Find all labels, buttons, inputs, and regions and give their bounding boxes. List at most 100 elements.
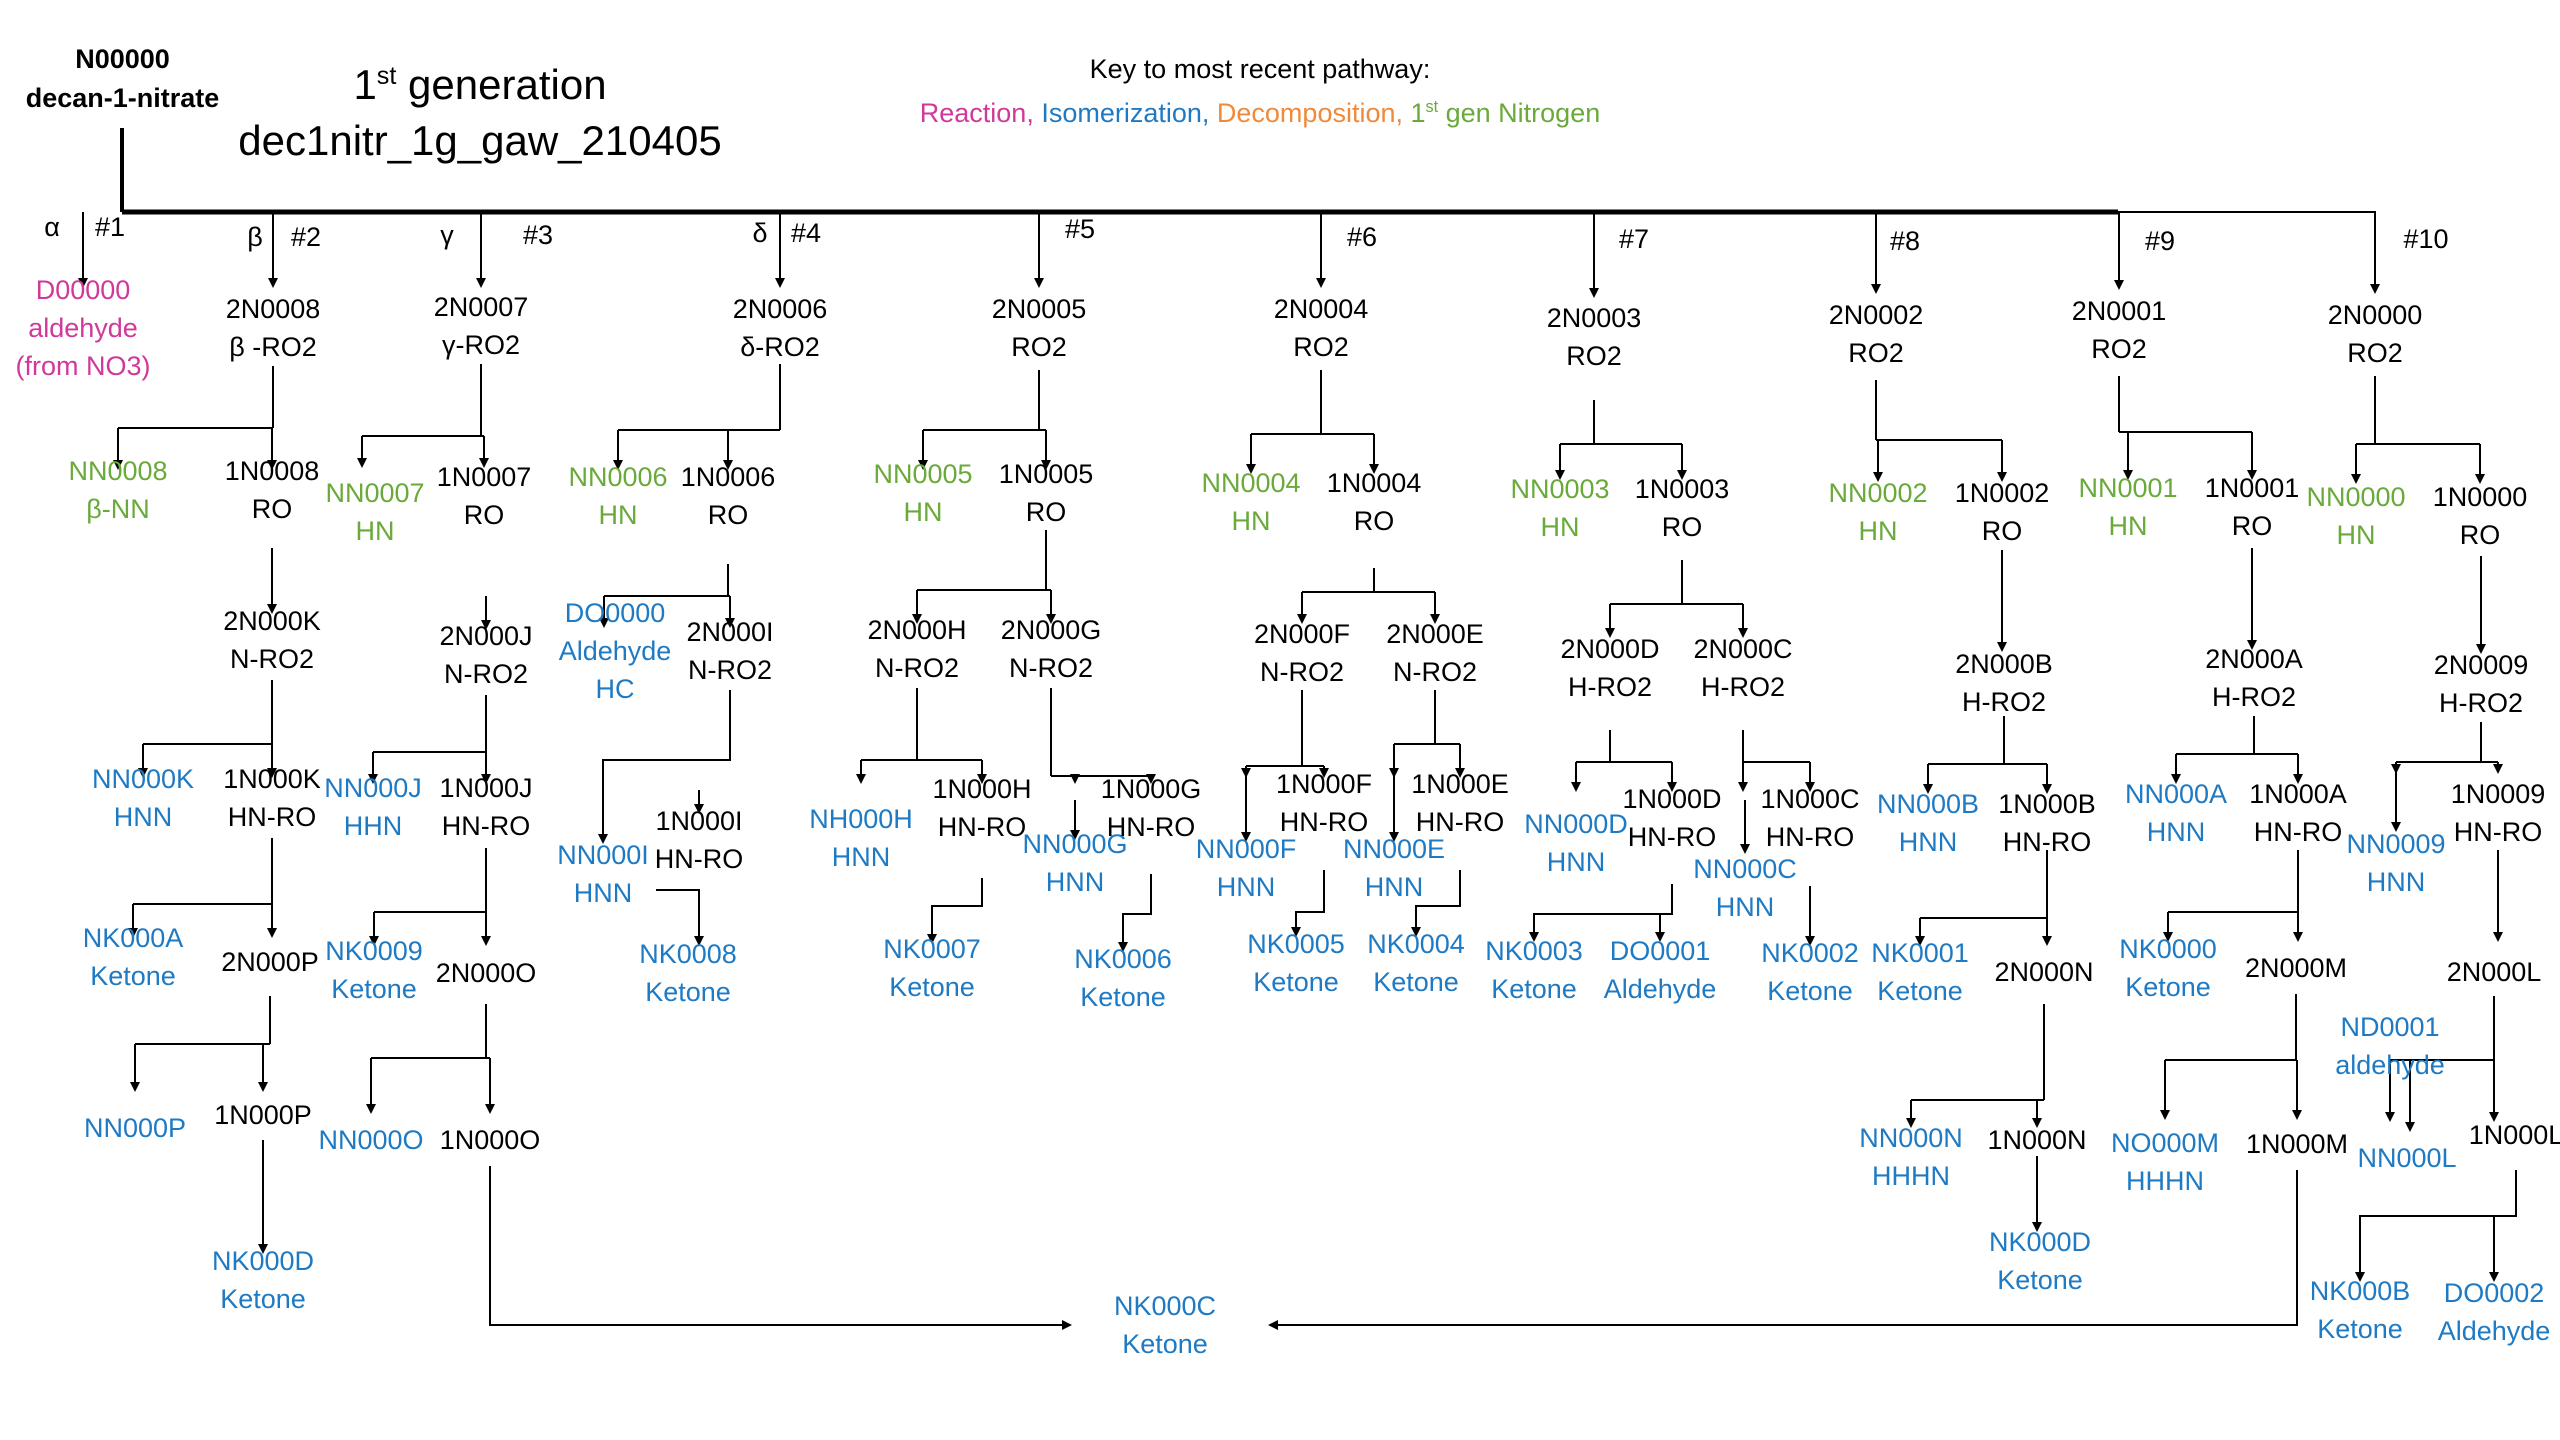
node-2N0002-id: 2N0002 <box>1829 300 1924 330</box>
node-2N000D-id: 2N000D <box>1560 634 1659 664</box>
node-2N000K-id: 2N000K <box>223 606 321 636</box>
node-NK0008-line-1: Ketone <box>645 977 731 1007</box>
node-NN0006-line-1: HN <box>599 500 638 530</box>
node-NK000D2-id: NK000D <box>1989 1227 2091 1257</box>
node-2N000G-id: 2N000G <box>1001 615 1102 645</box>
node-2N0001-line-1: RO2 <box>2091 334 2147 364</box>
node-NN000N-line-1: HHHN <box>1872 1161 1950 1191</box>
node-NK0006-id: NK0006 <box>1074 944 1172 974</box>
node-DO0002-line-1: Aldehyde <box>2438 1316 2551 1346</box>
branch-label-branch-8: #8 <box>1890 226 1920 256</box>
node-1N0008-line-1: RO <box>252 494 293 524</box>
node-2N000G-line-1: N-RO2 <box>1009 653 1093 683</box>
node-DO0000-line-1: Aldehyde <box>559 636 672 666</box>
node-NN0005-id: NN0005 <box>873 459 972 489</box>
node-1N0008-id: 1N0008 <box>225 456 320 486</box>
node-NK0003-line-1: Ketone <box>1491 974 1577 1004</box>
node-1N000O-id: 1N000O <box>440 1125 541 1155</box>
node-2N0005-line-1: RO2 <box>1011 332 1067 362</box>
node-NN0003-id: NN0003 <box>1510 474 1609 504</box>
node-1N0006-id: 1N0006 <box>681 462 776 492</box>
node-DO0000-line-2: HC <box>596 674 635 704</box>
connector-line <box>1529 884 1673 942</box>
node-NN0000-line-1: HN <box>2337 520 2376 550</box>
node-NK0002-id: NK0002 <box>1761 938 1859 968</box>
connector-line <box>598 690 731 844</box>
node-2N0003-line-1: RO2 <box>1566 341 1622 371</box>
node-NK000B-id: NK000B <box>2310 1276 2411 1306</box>
node-NN0004-line-1: HN <box>1232 506 1271 536</box>
node-NO000M-line-1: HHHN <box>2126 1166 2204 1196</box>
branch-label-greek-alpha: α <box>44 212 60 242</box>
node-2N000I-line-1: N-RO2 <box>688 655 772 685</box>
node-1N0007-line-1: RO <box>464 500 505 530</box>
node-1N000F-id: 1N000F <box>1276 769 1372 799</box>
node-NN000F-id: NN000F <box>1196 834 1297 864</box>
node-2N0003-id: 2N0003 <box>1547 303 1642 333</box>
node-NK0008-id: NK0008 <box>639 939 737 969</box>
node-2N000H-line-1: N-RO2 <box>875 653 959 683</box>
node-NN000A-id: NN000A <box>2125 779 2227 809</box>
key-isomerization: Isomerization, <box>1041 98 1217 128</box>
node-1N000B-line-1: HN-RO <box>2003 827 2092 857</box>
branch-label-branch-3: #3 <box>523 220 553 250</box>
node-2N0008-id: 2N0008 <box>226 294 321 324</box>
node-NK0001-line-1: Ketone <box>1877 976 1963 1006</box>
node-2N0007-id: 2N0007 <box>434 292 529 322</box>
branch-label-branch-6: #6 <box>1347 222 1377 252</box>
node-1N000A-line-1: HN-RO <box>2254 817 2343 847</box>
node-NN000C-line-1: HNN <box>1716 892 1775 922</box>
node-1N000G-line-1: HN-RO <box>1107 812 1196 842</box>
key-nitrogen-superscript: st <box>1425 98 1439 116</box>
node-1N0002-line-1: RO <box>1982 516 2023 546</box>
node-NK000A-line-1: Ketone <box>90 961 176 991</box>
key-title: Key to most recent pathway: <box>1089 54 1431 84</box>
node-NK0007-line-1: Ketone <box>889 972 975 1002</box>
node-NN0007-line-1: HN <box>356 516 395 546</box>
root-node: N00000 decan-1-nitrate <box>0 40 245 118</box>
node-1N000K-id: 1N000K <box>223 764 321 794</box>
node-NN0009-line-1: HNN <box>2367 867 2426 897</box>
connector-line <box>2489 1215 2516 1282</box>
node-2N000H-id: 2N000H <box>867 615 966 645</box>
node-1N0001-line-1: RO <box>2232 511 2273 541</box>
node-1N000G-id: 1N000G <box>1101 774 1202 804</box>
node-2N0002-line-1: RO2 <box>1848 338 1904 368</box>
node-NN0008-line-1: β-NN <box>86 494 150 524</box>
branch-label-branch-9: #9 <box>2145 226 2175 256</box>
branch-label-greek-delta: δ <box>752 218 767 248</box>
node-1N0004-id: 1N0004 <box>1327 468 1422 498</box>
node-ND0001-id: ND0001 <box>2340 1012 2439 1042</box>
node-NK0005-id: NK0005 <box>1247 929 1345 959</box>
node-1N000I-line-1: HN-RO <box>655 844 744 874</box>
generation-label: 1st generation <box>200 48 760 113</box>
node-2N000I-id: 2N000I <box>686 617 773 647</box>
root-node-name: decan-1-nitrate <box>25 83 220 113</box>
node-NN000K-line-1: HNN <box>114 802 173 832</box>
key-legend: Reaction, Isomerization, Decomposition, … <box>760 92 1760 128</box>
node-NN000B-id: NN000B <box>1877 789 1979 819</box>
node-NK0005-line-1: Ketone <box>1253 967 1339 997</box>
node-NN0006-id: NN0006 <box>568 462 667 492</box>
node-1N000I-id: 1N000I <box>655 806 742 836</box>
node-NK0001-id: NK0001 <box>1871 938 1969 968</box>
node-ND0001-line-1: aldehyde <box>2335 1050 2445 1080</box>
node-NK000B-line-1: Ketone <box>2317 1314 2403 1344</box>
node-NN000A-line-1: HNN <box>2147 817 2206 847</box>
node-1N000C-line-1: HN-RO <box>1766 822 1855 852</box>
node-NN000E-line-1: HNN <box>1365 872 1424 902</box>
node-2N000D-line-1: H-RO2 <box>1568 672 1652 702</box>
node-2N0004-line-1: RO2 <box>1293 332 1349 362</box>
node-NN000I-line-1: HNN <box>574 878 633 908</box>
node-NN0002-id: NN0002 <box>1828 478 1927 508</box>
node-1N0001-id: 1N0001 <box>2205 473 2300 503</box>
node-NO000M-id: NO000M <box>2111 1128 2219 1158</box>
key-reaction: Reaction, <box>919 98 1042 128</box>
node-NK000D-id: NK000D <box>212 1246 314 1276</box>
node-2N0009-line-1: H-RO2 <box>2439 688 2523 718</box>
node-1N0009-id: 1N0009 <box>2451 779 2546 809</box>
node-2N000F-id: 2N000F <box>1254 619 1350 649</box>
node-NN000C-id: NN000C <box>1693 854 1797 884</box>
branch-label-branch-10: #10 <box>2403 224 2448 254</box>
node-2N000P-id: 2N000P <box>221 947 319 977</box>
